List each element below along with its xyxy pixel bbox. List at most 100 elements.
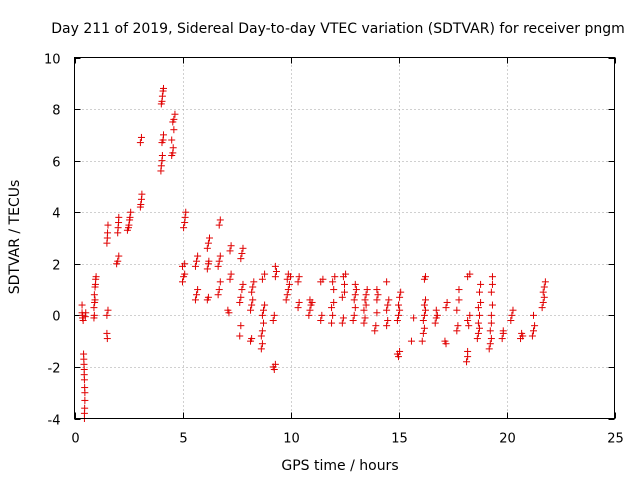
data-point [168, 136, 176, 144]
data-point [227, 270, 235, 278]
data-point [383, 322, 391, 330]
data-point [384, 301, 392, 309]
data-point [455, 296, 463, 304]
data-point [181, 213, 189, 221]
y-tick-label: 4 [52, 207, 60, 222]
data-point [249, 283, 257, 291]
data-point [239, 244, 247, 252]
data-point [328, 319, 336, 327]
data-point [507, 317, 515, 325]
y-axis-title: SDTVAR / TECUs [7, 180, 23, 295]
x-axis-title: GPS time / hours [281, 458, 398, 474]
data-point [270, 366, 278, 374]
data-point [204, 239, 212, 247]
data-point [181, 270, 189, 278]
data-point [194, 252, 202, 260]
data-point [476, 324, 483, 332]
data-point [203, 244, 211, 252]
data-point [191, 296, 199, 304]
data-point [351, 304, 359, 312]
data-point [283, 291, 291, 299]
data-point [237, 255, 245, 263]
data-point [103, 311, 111, 319]
y-tick-label: 6 [52, 156, 60, 171]
data-point [331, 273, 339, 281]
data-point [395, 301, 402, 309]
data-point [422, 273, 429, 281]
data-point [464, 317, 472, 325]
data-point [249, 296, 257, 304]
data-point [260, 306, 267, 314]
data-point [248, 335, 256, 343]
data-point [419, 317, 427, 325]
data-point [285, 280, 293, 288]
data-point [422, 306, 429, 314]
x-tick-label: 20 [499, 432, 516, 447]
data-point [215, 286, 223, 294]
data-points [78, 84, 549, 422]
data-point [420, 311, 428, 319]
data-point [257, 332, 265, 340]
data-point [419, 329, 427, 337]
data-point [465, 322, 473, 330]
data-point [137, 133, 145, 141]
data-point [443, 298, 451, 306]
data-point [350, 296, 358, 304]
data-point [474, 329, 482, 337]
data-point [432, 306, 440, 314]
data-point [238, 286, 246, 294]
data-point [350, 311, 358, 319]
data-point [519, 332, 527, 340]
data-point [216, 278, 224, 286]
data-point [476, 288, 483, 296]
data-point [540, 293, 548, 301]
data-point [374, 291, 382, 299]
data-point [487, 311, 495, 319]
data-point [360, 306, 368, 314]
data-point [397, 288, 405, 296]
data-point [476, 311, 483, 319]
data-point [247, 306, 255, 314]
plot-frame [74, 57, 615, 419]
y-tick-label: 10 [44, 53, 61, 68]
chart-title: Day 211 of 2019, Sidereal Day-to-day VTE… [51, 21, 625, 37]
data-point [487, 319, 495, 327]
data-point [474, 319, 482, 327]
data-point [396, 347, 404, 355]
data-point [258, 275, 266, 283]
x-tick-label: 15 [391, 432, 408, 447]
data-point [486, 327, 494, 335]
data-point [180, 224, 188, 232]
y-tick-label: -4 [48, 414, 61, 429]
data-point [351, 291, 359, 299]
data-point [193, 291, 201, 299]
data-point [341, 288, 348, 296]
data-point [115, 213, 123, 221]
data-point [306, 306, 314, 314]
data-point [508, 311, 516, 319]
data-point [474, 304, 482, 312]
data-point [385, 296, 393, 304]
data-point [530, 311, 537, 319]
data-point [305, 311, 313, 319]
data-point [81, 396, 89, 404]
data-point [194, 286, 202, 294]
data-point [82, 309, 90, 317]
data-point [215, 221, 223, 229]
data-point [236, 332, 244, 340]
data-point [261, 270, 269, 278]
data-point [270, 311, 278, 319]
data-point [463, 358, 471, 366]
data-point [214, 262, 222, 270]
data-point [362, 301, 370, 309]
data-point [371, 327, 379, 335]
data-point [466, 311, 474, 319]
data-point [373, 286, 381, 294]
data-point [114, 257, 122, 265]
data-point [372, 322, 380, 330]
data-point [488, 301, 496, 309]
data-point [125, 221, 133, 229]
data-point [499, 327, 507, 335]
data-point [530, 327, 537, 335]
data-point [158, 151, 166, 159]
